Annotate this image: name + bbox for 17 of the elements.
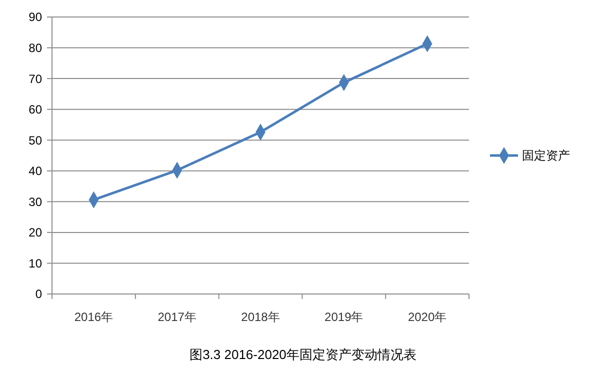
x-tick-label: 2016年	[74, 310, 114, 324]
x-tick-label: 2020年	[408, 310, 447, 324]
y-tick-label: 60	[28, 102, 42, 117]
x-tick-label: 2019年	[324, 310, 364, 324]
legend-label: 固定资产	[522, 148, 570, 163]
y-tick-label: 0	[35, 287, 42, 302]
y-tick-label: 50	[28, 133, 42, 148]
y-tick-label: 80	[28, 40, 42, 55]
y-tick-label: 10	[28, 256, 42, 270]
y-tick-label: 90	[28, 10, 42, 24]
x-tick-label: 2018年	[241, 310, 280, 324]
y-tick-label: 30	[28, 194, 42, 209]
y-tick-label: 20	[28, 226, 42, 240]
y-tick-label: 40	[28, 164, 42, 178]
y-tick-label: 70	[28, 72, 42, 86]
text: 图3.3 2016-2020年固定资产变动情况表	[190, 347, 416, 362]
x-tick-label: 2017年	[158, 310, 196, 324]
